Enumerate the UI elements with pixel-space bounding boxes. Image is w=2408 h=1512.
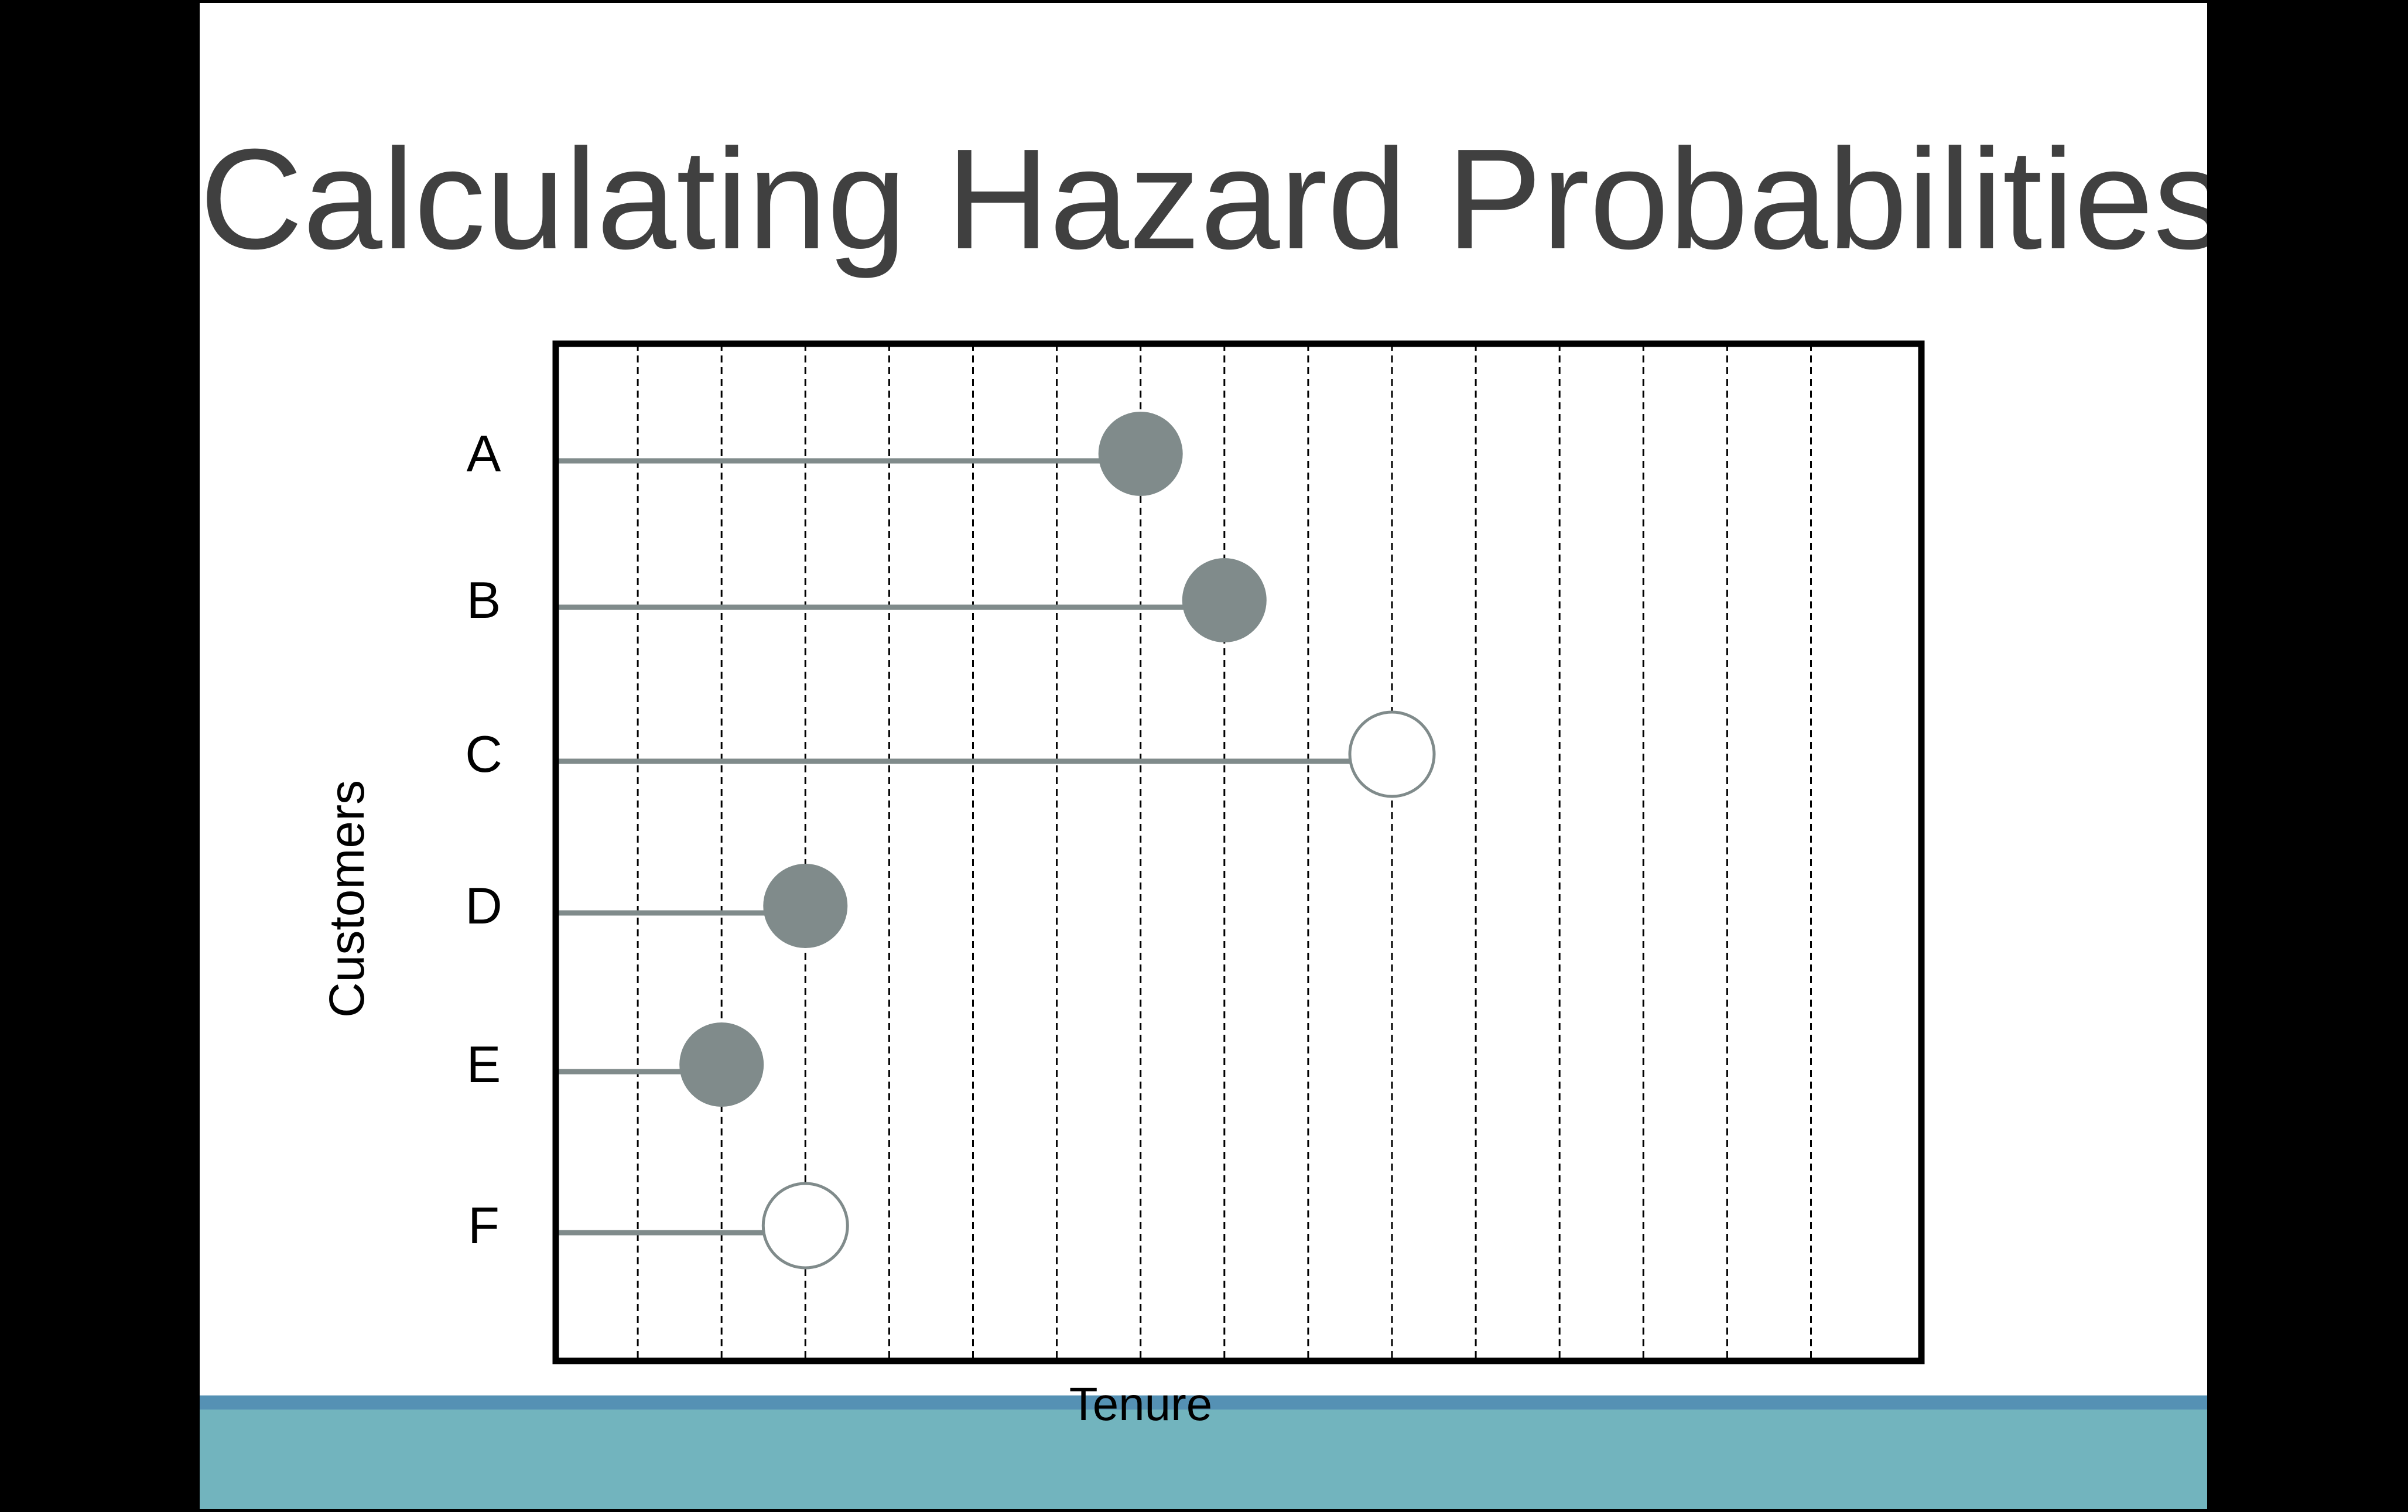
footer-band [200,1410,2207,1509]
customer-label-d: D [465,877,502,935]
stop-event-marker-d [763,864,848,948]
customer-label-b: B [467,571,501,629]
slide-title: Calculating Hazard Probabilities [200,119,2207,279]
customer-label-c: C [465,725,502,783]
customer-labels: A B C D E F [465,425,502,1254]
customer-label-f: F [468,1196,500,1254]
footer-stripe [200,1395,2207,1410]
y-axis-label: Customers [319,780,374,1018]
plot-frame [552,340,1925,1364]
grid-lines [637,344,1812,1361]
lifelines [556,458,1352,1236]
markers [679,412,1436,1270]
censored-marker-c [1348,710,1436,798]
stop-event-marker-a [1098,412,1183,496]
stop-event-marker-e [679,1022,764,1107]
censored-marker-f [761,1182,849,1270]
x-axis-label: Tenure [1069,1378,1213,1430]
customer-label-a: A [467,425,501,483]
hazard-chart: A B C D E F Tenure Customers [319,340,1925,1430]
customer-label-e: E [467,1035,501,1093]
slide: Calculating Hazard Probabilities A B C D E F … [200,3,2207,1509]
stop-event-marker-b [1182,558,1267,642]
